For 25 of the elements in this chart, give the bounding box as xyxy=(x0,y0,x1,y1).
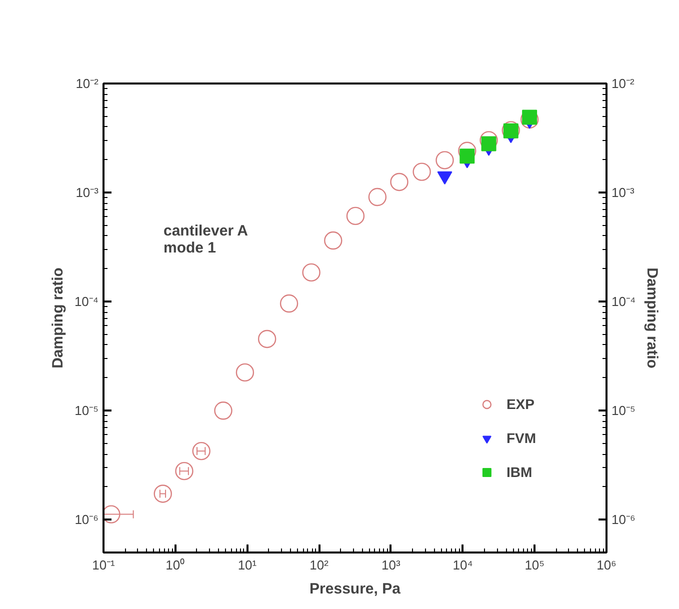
y-tick-label: 10⁻³ xyxy=(76,185,100,200)
y-axis-title: Damping ratio xyxy=(49,268,66,368)
x-tick-label: 10⁵ xyxy=(524,558,545,572)
x-tick-label: 10² xyxy=(310,558,330,572)
text: 10⁻⁵ xyxy=(612,403,636,418)
x-tick-label: 10⁻¹ xyxy=(92,558,116,572)
text: 10⁻³ xyxy=(612,185,634,200)
x-tick-label: 10⁴ xyxy=(452,558,473,572)
legend-label: EXP xyxy=(506,396,534,412)
x-tick-label: 10⁶ xyxy=(596,558,616,572)
y2-axis-title: Damping ratio xyxy=(644,268,661,368)
y-tick-label: 10⁻⁵ xyxy=(74,403,99,418)
annotation: cantilever A mode 1 xyxy=(164,222,248,256)
y-tick-label: 10⁻⁴ xyxy=(74,294,98,310)
y-tick-label: 10⁻⁶ xyxy=(74,512,98,528)
legend-label: IBM xyxy=(506,464,532,480)
y-tick-label: 10⁻² xyxy=(76,76,100,91)
text: 10⁻² xyxy=(612,76,634,91)
legend-label: FVM xyxy=(506,430,536,446)
x-tick-label: 10¹ xyxy=(238,558,258,572)
x-axis-title: Pressure, Pa xyxy=(310,580,402,598)
x-tick-label: 10⁰ xyxy=(166,558,186,572)
x-tick-label: 10³ xyxy=(382,558,401,572)
text: 10⁻⁴ xyxy=(612,294,636,310)
text: 10⁻⁶ xyxy=(612,512,636,528)
